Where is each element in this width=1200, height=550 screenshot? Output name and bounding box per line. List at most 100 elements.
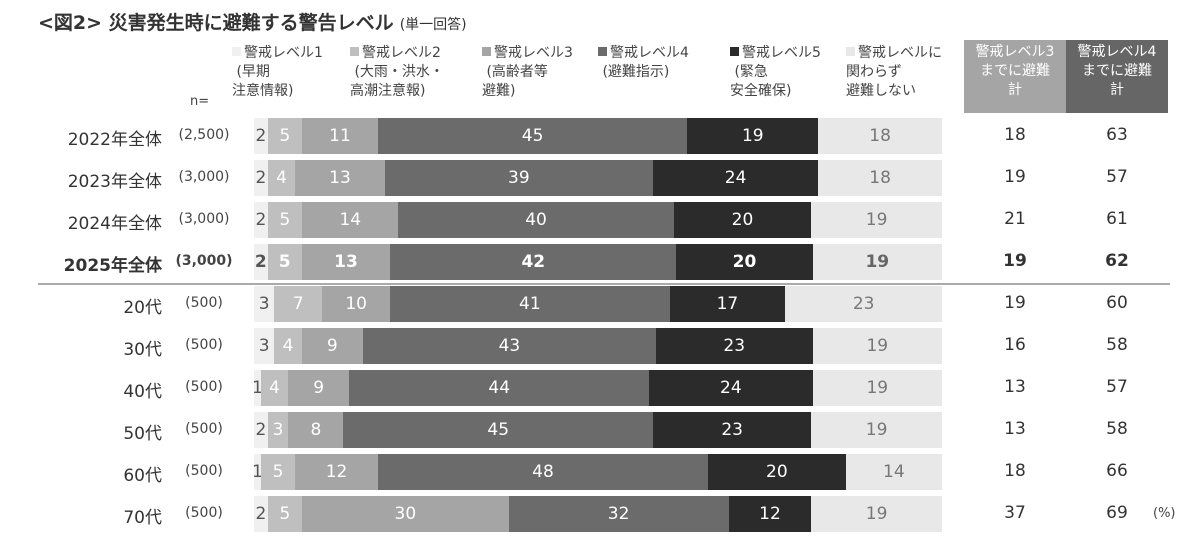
- total-value: 58: [1106, 335, 1128, 355]
- bar-segment: 32: [508, 496, 729, 532]
- bar-segment: 10: [322, 286, 391, 322]
- bar-segment: 19: [811, 412, 942, 448]
- bar-segment: 2: [254, 202, 268, 238]
- bar-segment: 2: [254, 118, 268, 154]
- total-value: 61: [1106, 209, 1128, 229]
- legend-swatch: [846, 47, 855, 56]
- bar-segment: 39: [384, 160, 654, 196]
- bar-segment: 19: [812, 328, 942, 364]
- bar-segment: 41: [390, 286, 670, 322]
- row-n: (500): [185, 421, 223, 437]
- bar-segment: 19: [812, 244, 942, 280]
- bar-segment: 23: [655, 328, 813, 364]
- total-value: 16: [1004, 335, 1026, 355]
- row-label: 2023年全体: [67, 172, 162, 192]
- total-value: 19: [1003, 251, 1027, 271]
- bar-segment: 48: [377, 454, 709, 490]
- bar-segment: 5: [267, 244, 302, 280]
- legend-label: 警戒レベル2 (大雨・洪水・ 高潮注意報): [350, 45, 444, 99]
- bar-segment: 2: [254, 496, 268, 532]
- bar-segment: 18: [818, 160, 942, 196]
- bar-segment: 3: [267, 412, 289, 448]
- bar-segment: 9: [301, 328, 363, 364]
- bar-segment: 19: [811, 496, 942, 532]
- row-n: (500): [185, 505, 223, 521]
- total-value: 69: [1106, 503, 1128, 523]
- row-label: 70代: [123, 508, 162, 528]
- bar-segment: 9: [288, 370, 350, 406]
- bar-segment: 45: [343, 412, 654, 448]
- bar-segment: 19: [687, 118, 819, 154]
- bar-segment: 3: [254, 286, 275, 322]
- n-label: n=: [190, 94, 210, 109]
- bar-segment: 17: [669, 286, 786, 322]
- legend-swatch: [482, 47, 491, 56]
- bar-segment: 23: [653, 412, 812, 448]
- total-value: 57: [1106, 167, 1128, 187]
- legend-label: 警戒レベルに 関わらず 避難しない: [846, 45, 942, 99]
- bar-segment: 5: [267, 496, 303, 532]
- row-n: (3,000): [178, 169, 230, 185]
- total-value: 62: [1105, 251, 1129, 271]
- unit-label: (%): [1153, 506, 1176, 521]
- bar-segment: 14: [302, 202, 399, 238]
- bar-segment: 23: [785, 286, 942, 322]
- total-value: 60: [1106, 293, 1128, 313]
- title-text: <図2> 災害発生時に避難する警告レベル: [38, 12, 394, 34]
- bar-segment: 19: [812, 370, 942, 406]
- total-value: 18: [1004, 125, 1026, 145]
- legend-swatch: [598, 47, 607, 56]
- bar-segment: 1: [252, 370, 263, 406]
- bar-segment: 18: [818, 118, 942, 154]
- row-label: 2024年全体: [67, 214, 162, 234]
- total-value: 37: [1004, 503, 1026, 523]
- chart-title: <図2> 災害発生時に避難する警告レベル (単一回答): [38, 8, 467, 35]
- row-label: 40代: [123, 382, 162, 402]
- total-value: 19: [1004, 293, 1026, 313]
- total-value: 63: [1106, 125, 1128, 145]
- legend-item: 警戒レベル1 (早期 注意情報): [232, 44, 323, 101]
- row-label: 30代: [123, 340, 162, 360]
- legend-item: 警戒レベル2 (大雨・洪水・ 高潮注意報): [350, 44, 444, 101]
- bar-segment: 5: [260, 454, 296, 490]
- row-n: (2,500): [178, 127, 230, 143]
- legend-item: 警戒レベルに 関わらず 避難しない: [846, 44, 942, 101]
- legend-swatch: [232, 47, 241, 56]
- row-label: 60代: [123, 466, 162, 486]
- bar-segment: 2: [254, 244, 268, 280]
- total-value: 18: [1004, 461, 1026, 481]
- total-value: 13: [1004, 377, 1026, 397]
- row-n: (500): [185, 295, 223, 311]
- row-n: (500): [185, 337, 223, 353]
- bar-segment: 19: [811, 202, 942, 238]
- bar-segment: 13: [301, 244, 391, 280]
- legend-label: 警戒レベル4 (避難指示): [602, 45, 689, 80]
- separator-line: [38, 283, 1170, 285]
- row-label: 2022年全体: [67, 130, 162, 150]
- bar-segment: 13: [295, 160, 385, 196]
- bar-segment: 12: [295, 454, 378, 490]
- bar-segment: 42: [390, 244, 677, 280]
- bar-segment: 11: [302, 118, 378, 154]
- bar-segment: 4: [274, 328, 302, 364]
- row-label: 2025年全体: [63, 256, 162, 276]
- row-n: (3,000): [178, 211, 230, 227]
- bar-segment: 30: [302, 496, 509, 532]
- totals-header: 警戒レベル4 までに避難 計: [1066, 40, 1168, 113]
- row-label: 50代: [123, 424, 162, 444]
- bar-segment: 1: [252, 454, 263, 490]
- bar-segment: 5: [267, 202, 303, 238]
- legend-item: 警戒レベル5 (緊急 安全確保): [730, 44, 821, 101]
- legend-swatch: [350, 47, 359, 56]
- total-value: 66: [1106, 461, 1128, 481]
- legend-item: 警戒レベル4 (避難指示): [598, 44, 689, 82]
- legend-item: 警戒レベル3 (高齢者等 避難): [482, 44, 573, 101]
- bar-segment: 20: [676, 244, 813, 280]
- legend-label: 警戒レベル5 (緊急 安全確保): [730, 45, 821, 99]
- bar-segment: 45: [377, 118, 688, 154]
- chart-subtitle: (単一回答): [399, 17, 467, 33]
- bar-segment: 8: [288, 412, 344, 448]
- total-value: 57: [1106, 377, 1128, 397]
- bar-segment: 24: [653, 160, 819, 196]
